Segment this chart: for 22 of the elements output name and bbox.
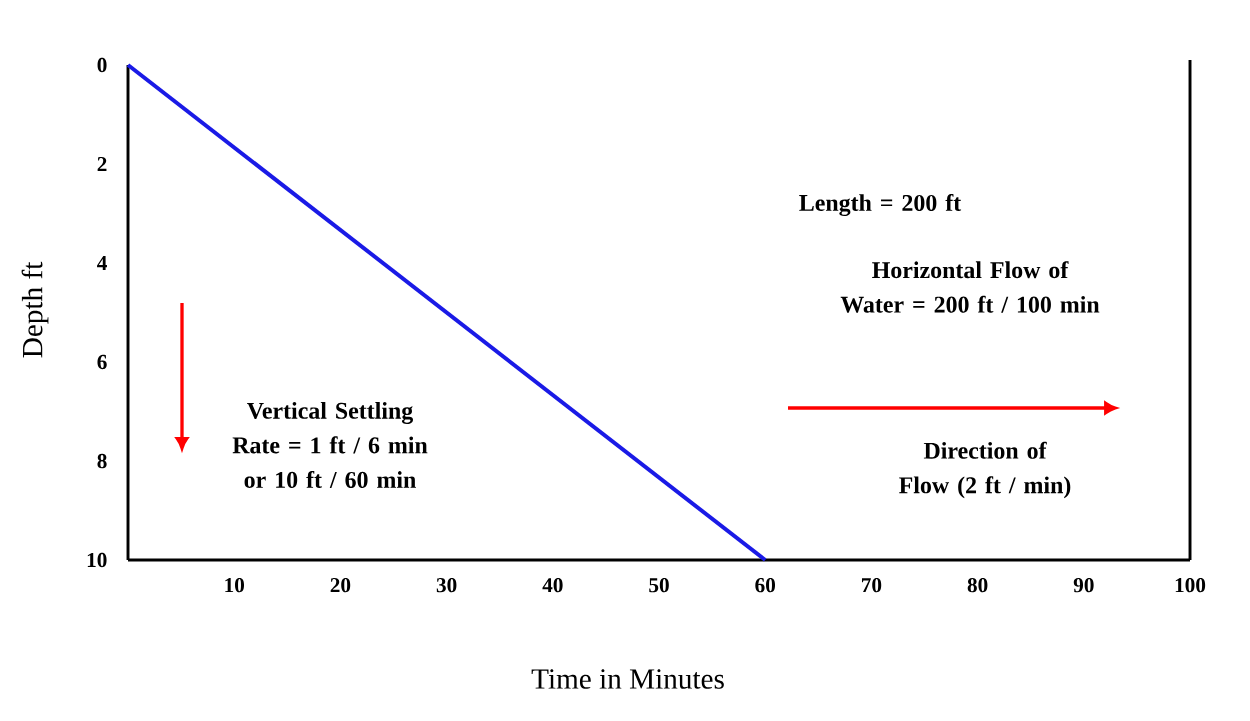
y-tick-label: 0 bbox=[97, 57, 107, 73]
y-tick-label: 10 bbox=[87, 552, 107, 568]
annotation: Horizontal Flow of Water = 200 ft / 100 min bbox=[840, 261, 1100, 313]
annotation: Length = 200 ft bbox=[799, 193, 962, 217]
y-axis-title: Depth ft bbox=[21, 261, 49, 358]
y-tick-label: 4 bbox=[97, 256, 107, 270]
x-axis-title: Time in Minutes bbox=[531, 669, 724, 689]
x-tick-label: 80 bbox=[967, 577, 988, 593]
annotation: Vertical Settling Rate = 1 ft / 6 min or 10 ft / 60 min bbox=[232, 402, 428, 488]
x-tick-label: 100 bbox=[1175, 577, 1206, 593]
x-tick-label: 90 bbox=[1073, 577, 1094, 593]
x-tick-label: 70 bbox=[861, 577, 882, 593]
x-tick-label: 50 bbox=[649, 577, 669, 593]
x-tick-label: 30 bbox=[436, 577, 457, 593]
x-tick-label: 10 bbox=[225, 577, 245, 593]
y-tick-label: 6 bbox=[97, 354, 107, 370]
x-tick-label: 20 bbox=[330, 577, 351, 593]
x-tick-label: 60 bbox=[755, 577, 776, 593]
y-tick-label: 2 bbox=[97, 156, 107, 172]
y-tick-label: 8 bbox=[97, 453, 107, 469]
annotation: Direction of Flow (2 ft / min) bbox=[899, 441, 1071, 499]
x-tick-label: 40 bbox=[542, 577, 563, 593]
